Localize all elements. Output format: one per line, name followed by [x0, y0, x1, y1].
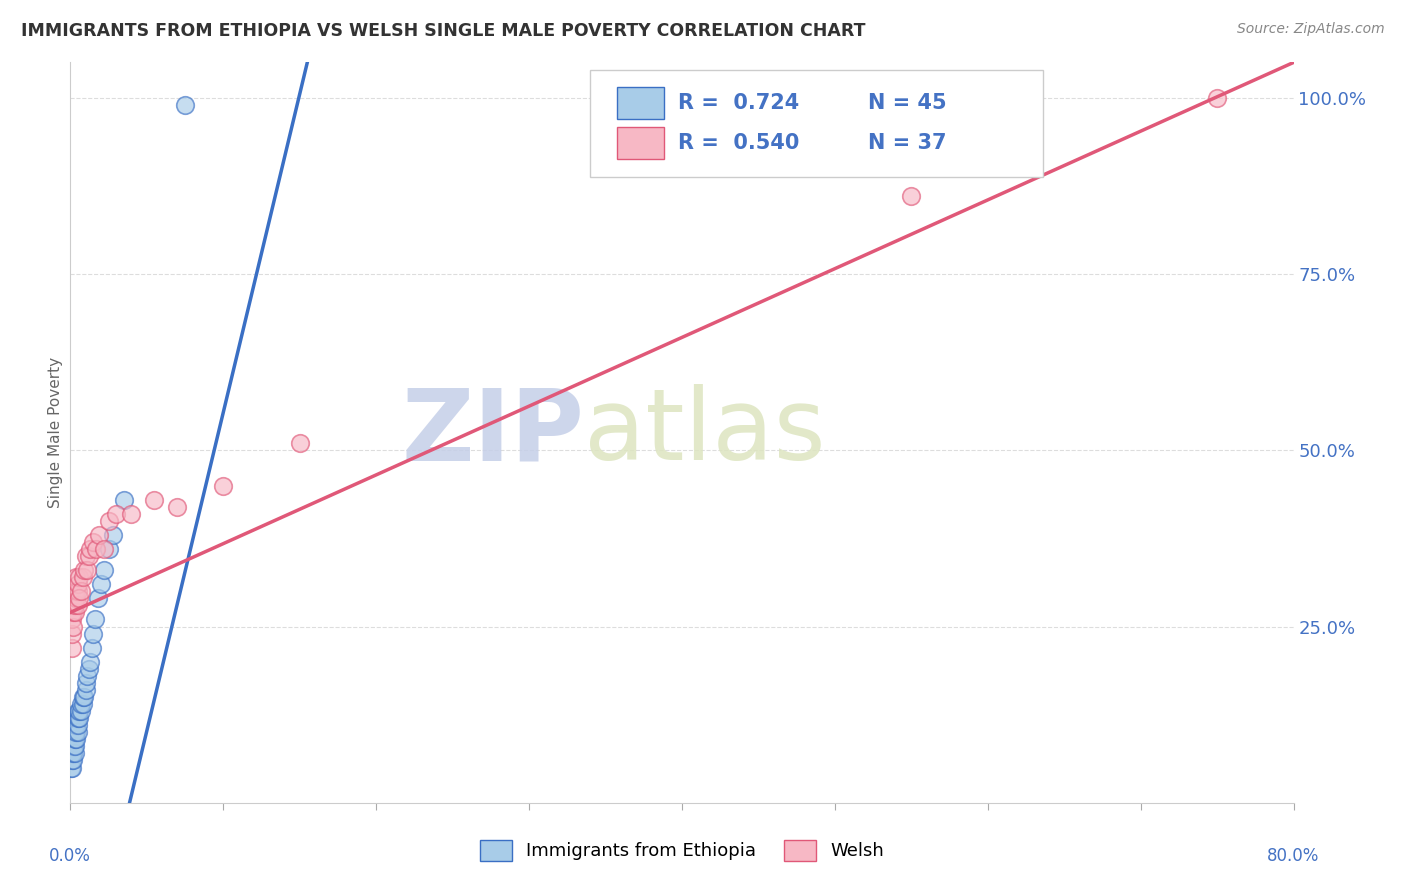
Legend: Immigrants from Ethiopia, Welsh: Immigrants from Ethiopia, Welsh: [472, 832, 891, 868]
Point: [73, 563, 96, 577]
Point: [121, 507, 143, 521]
Point: [62, 747, 84, 761]
Point: [97, 514, 120, 528]
Text: R =  0.724: R = 0.724: [678, 93, 800, 113]
Point: [72, 570, 94, 584]
Point: [82, 626, 104, 640]
Point: [66, 704, 89, 718]
Point: [70, 697, 93, 711]
Point: [65, 584, 87, 599]
Point: [63, 739, 86, 754]
Point: [900, 189, 922, 203]
Point: [66, 718, 89, 732]
Point: [72, 690, 94, 704]
Point: [97, 541, 120, 556]
Point: [76, 669, 98, 683]
Point: [65, 711, 87, 725]
Point: [143, 492, 166, 507]
Text: ZIP: ZIP: [401, 384, 583, 481]
Point: [212, 478, 235, 492]
Point: [65, 591, 87, 606]
Text: Source: ZipAtlas.com: Source: ZipAtlas.com: [1237, 22, 1385, 37]
Point: [62, 739, 84, 754]
Bar: [617, 127, 664, 160]
Point: [63, 599, 86, 613]
Point: [60, 760, 83, 774]
Point: [87, 591, 110, 606]
Text: N = 37: N = 37: [868, 133, 946, 153]
Point: [69, 711, 91, 725]
Point: [60, 747, 83, 761]
Point: [1206, 91, 1229, 105]
Point: [72, 697, 94, 711]
Point: [70, 584, 93, 599]
Point: [70, 704, 93, 718]
Point: [288, 436, 311, 450]
Bar: [617, 87, 664, 120]
Point: [60, 760, 83, 774]
Point: [76, 563, 98, 577]
Point: [63, 732, 86, 747]
Point: [112, 492, 135, 507]
Point: [66, 584, 89, 599]
Point: [62, 599, 84, 613]
Point: [63, 747, 86, 761]
Point: [66, 599, 89, 613]
FancyBboxPatch shape: [591, 70, 1043, 178]
Point: [66, 725, 89, 739]
Point: [66, 711, 89, 725]
Point: [66, 577, 89, 591]
Text: atlas: atlas: [583, 384, 825, 481]
Point: [63, 725, 86, 739]
Point: [60, 612, 83, 626]
Point: [65, 732, 87, 747]
Point: [62, 754, 84, 768]
Text: N = 45: N = 45: [868, 93, 946, 113]
Point: [60, 640, 83, 655]
Point: [77, 662, 100, 676]
Point: [62, 619, 84, 633]
Point: [105, 507, 128, 521]
Point: [63, 606, 86, 620]
Point: [65, 570, 87, 584]
Point: [62, 606, 84, 620]
Point: [84, 541, 107, 556]
Point: [79, 541, 101, 556]
Point: [62, 747, 84, 761]
Point: [174, 97, 197, 112]
Point: [63, 718, 86, 732]
Point: [166, 500, 188, 514]
Point: [60, 754, 83, 768]
Point: [73, 690, 96, 704]
Y-axis label: Single Male Poverty: Single Male Poverty: [48, 357, 63, 508]
Point: [63, 584, 86, 599]
Text: 80.0%: 80.0%: [1267, 847, 1320, 865]
Point: [65, 718, 87, 732]
Point: [79, 655, 101, 669]
Point: [75, 549, 97, 563]
Point: [77, 549, 100, 563]
Point: [93, 563, 115, 577]
Point: [65, 725, 87, 739]
Point: [83, 612, 105, 626]
Point: [82, 535, 104, 549]
Point: [93, 541, 115, 556]
Text: 0.0%: 0.0%: [49, 847, 91, 865]
Point: [69, 570, 91, 584]
Point: [75, 676, 97, 690]
Point: [80, 640, 103, 655]
Point: [69, 591, 91, 606]
Point: [69, 704, 91, 718]
Text: R =  0.540: R = 0.540: [678, 133, 800, 153]
Point: [75, 683, 97, 698]
Point: [60, 626, 83, 640]
Point: [90, 577, 112, 591]
Point: [89, 528, 111, 542]
Point: [101, 528, 124, 542]
Point: [62, 732, 84, 747]
Text: IMMIGRANTS FROM ETHIOPIA VS WELSH SINGLE MALE POVERTY CORRELATION CHART: IMMIGRANTS FROM ETHIOPIA VS WELSH SINGLE…: [21, 22, 866, 40]
Point: [63, 739, 86, 754]
